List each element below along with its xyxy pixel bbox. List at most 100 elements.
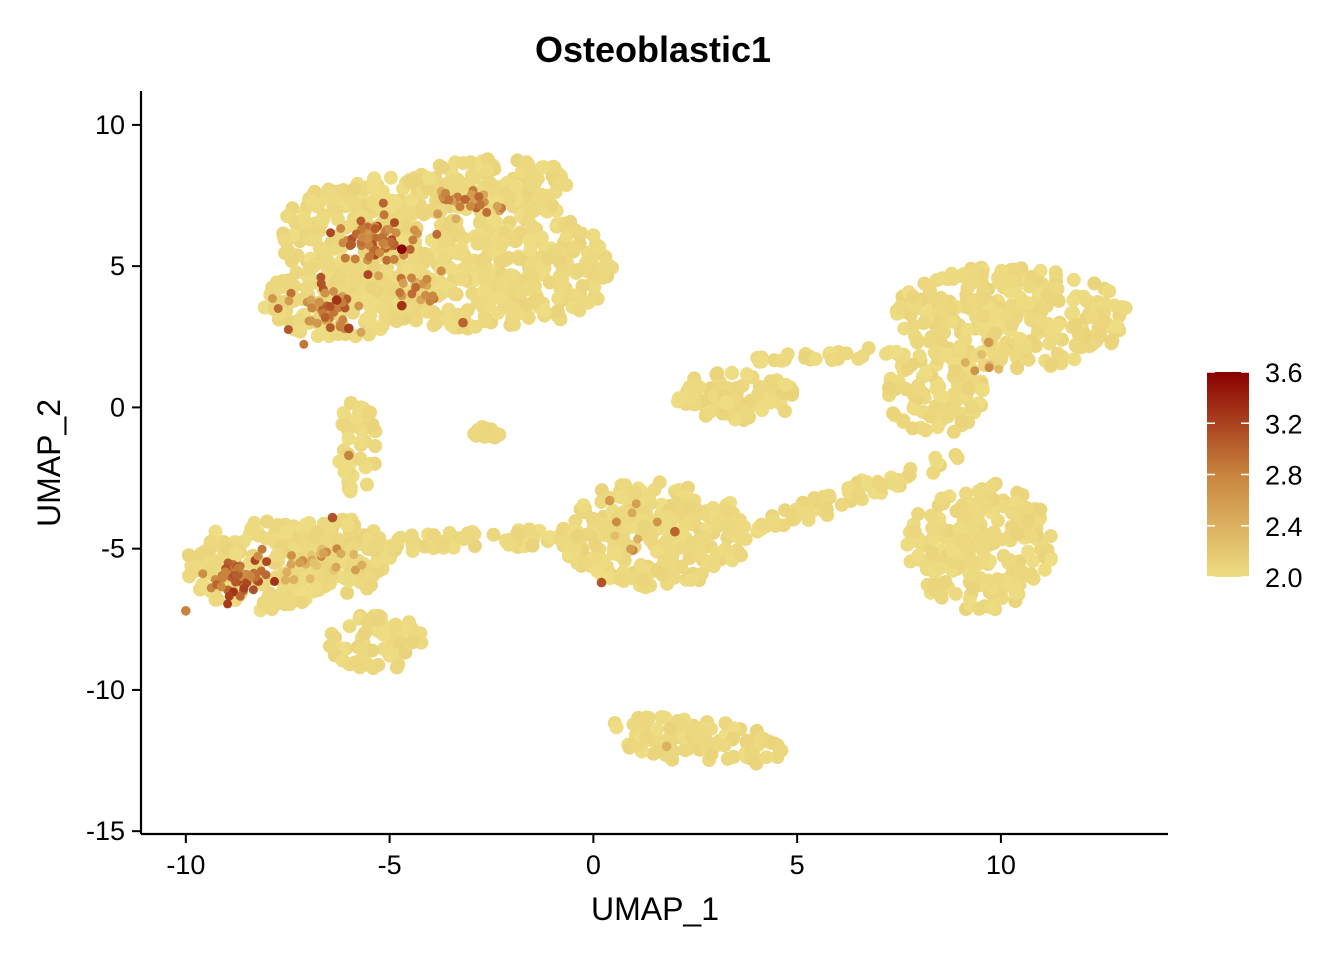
cell-point (994, 263, 1009, 278)
y-tick-label: -10 (86, 675, 125, 705)
cell-point (1010, 360, 1024, 375)
y-axis-label: UMAP_2 (31, 399, 67, 527)
cell-point-expressing (282, 567, 292, 577)
cell-point (460, 526, 475, 541)
cell-point (479, 163, 494, 178)
cell-point-expressing (421, 290, 430, 300)
cell-point (447, 286, 462, 301)
cell-point (1009, 527, 1024, 542)
cell-point (480, 429, 495, 443)
cell-point (927, 345, 942, 360)
cell-point (421, 250, 435, 265)
cell-point-expressing (262, 557, 272, 567)
cell-point (1105, 334, 1120, 349)
cell-point (654, 710, 669, 724)
cell-point (763, 374, 778, 389)
cell-point (896, 413, 911, 428)
cell-point-peak (181, 606, 191, 616)
cell-point (807, 491, 822, 506)
cell-point-expressing (357, 232, 367, 242)
cell-point-expressing (455, 202, 465, 212)
cell-point (692, 380, 707, 395)
cell-point (726, 749, 741, 764)
cell-point-expressing (338, 315, 348, 325)
cell-point-expressing (375, 248, 385, 258)
cell-point-expressing (345, 241, 355, 251)
cell-point (270, 548, 284, 563)
cell-point (335, 282, 350, 297)
cell-point (281, 244, 296, 258)
cell-point (661, 510, 675, 525)
cell-point (435, 160, 450, 175)
cell-point (926, 465, 941, 480)
cell-point (401, 262, 416, 277)
cell-point-expressing (283, 325, 293, 335)
cell-point (322, 639, 337, 654)
cell-point (308, 580, 323, 595)
cell-point (674, 559, 689, 574)
color-legend: 2.0 2.4 2.8 3.2 3.6 (1207, 358, 1303, 593)
cell-point (440, 220, 455, 235)
cell-point (719, 395, 734, 410)
cell-point-expressing (482, 207, 492, 217)
cell-point (585, 511, 600, 526)
cell-point (652, 475, 667, 490)
cell-point (715, 406, 730, 421)
cell-point (979, 497, 993, 512)
cell-point (577, 556, 592, 571)
cell-point (486, 527, 501, 542)
cell-point-expressing (626, 544, 636, 554)
cell-point (906, 289, 921, 304)
cell-point (501, 537, 516, 552)
cell-point (348, 198, 362, 213)
cell-point-expressing (326, 228, 335, 238)
cell-point (860, 475, 875, 490)
cell-point (1033, 302, 1048, 316)
cell-point-expressing (631, 499, 641, 509)
cell-point (1043, 529, 1058, 544)
cell-point (926, 532, 941, 547)
cell-point (933, 290, 948, 305)
cell-point (1068, 338, 1083, 353)
cell-point (907, 524, 922, 539)
cell-point (316, 211, 331, 226)
cell-point-expressing (379, 210, 389, 220)
cell-point (932, 324, 947, 338)
cell-point (332, 270, 347, 285)
cell-point (347, 181, 362, 196)
cell-point (383, 170, 398, 185)
cell-point-expressing (970, 366, 980, 376)
cell-point (976, 547, 991, 562)
axes: -10 -5 0 5 10 -15 -10 -5 0 5 10 (86, 91, 1168, 880)
cell-point (1024, 567, 1039, 582)
cell-point-expressing (216, 582, 226, 592)
cell-point (739, 405, 754, 420)
cell-point (352, 266, 367, 281)
cell-point (493, 236, 508, 250)
cell-point-expressing (350, 254, 360, 264)
cell-point (961, 381, 976, 396)
cell-point (917, 276, 932, 291)
cell-point (513, 286, 528, 301)
cell-point (918, 365, 933, 380)
cell-point (1068, 318, 1082, 333)
cell-point (825, 353, 839, 367)
y-tick-label: -5 (101, 534, 125, 564)
cell-point (393, 635, 408, 650)
y-tick-label: 5 (110, 251, 125, 281)
cell-point (389, 660, 404, 675)
cell-point-expressing (329, 287, 338, 296)
cell-point (365, 280, 379, 295)
cell-point (738, 532, 753, 547)
cell-point (1107, 298, 1122, 313)
cell-point (1015, 295, 1030, 310)
cell-point-expressing (612, 517, 621, 527)
cell-point (444, 318, 459, 333)
cell-point-expressing (428, 291, 438, 301)
cell-point (475, 253, 490, 268)
y-tick-label: 0 (110, 392, 125, 422)
cell-point (886, 406, 900, 421)
cell-point (918, 423, 933, 438)
cell-point (307, 530, 321, 545)
cell-point (800, 505, 815, 519)
